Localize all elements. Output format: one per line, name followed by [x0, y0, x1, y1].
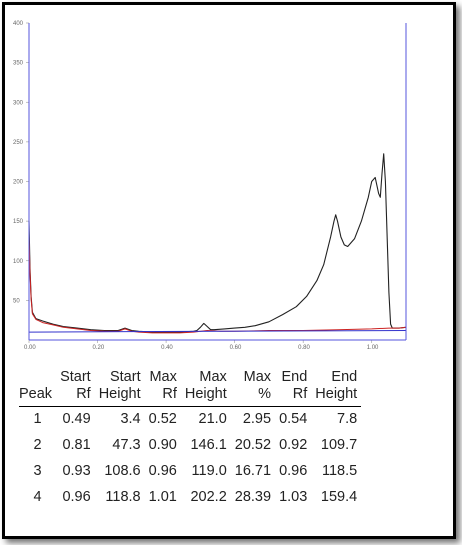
- densitogram-chart: 400 350 300 250 200 150 100 50 0.00 0.20 0.40 0.60…: [13, 21, 407, 350]
- y-tick-label: 350: [13, 61, 24, 67]
- col-header-end-rf: End Rf: [281, 369, 308, 402]
- cell-end-rf: 0.54: [279, 411, 308, 427]
- col-header-max-percent: Max%: [243, 369, 272, 402]
- cell-peak: 4: [33, 489, 42, 505]
- table-row: 4 0.96 118.8 1.01 202.2 28.39 1.03 159.4: [19, 485, 361, 511]
- x-tick-label: 0.40: [161, 345, 173, 350]
- x-tick-label: 0.80: [298, 345, 310, 350]
- col-header-max-rf: Max Rf: [149, 369, 177, 402]
- cell-end-height: 118.5: [322, 463, 358, 479]
- y-tick-label: 250: [13, 140, 24, 146]
- cell-peak: 2: [33, 437, 42, 453]
- cell-max-height: 119.0: [191, 463, 227, 479]
- report-frame: 400 350 300 250 200 150 100 50 0.00 0.20 0.40 0.60…: [2, 2, 456, 539]
- cell-max-rf: 1.01: [148, 489, 177, 505]
- x-tick-label: 0.60: [230, 345, 242, 350]
- col-header-end-height: End Height: [315, 369, 358, 402]
- cell-peak: 1: [33, 411, 42, 427]
- y-tick-label: 400: [13, 21, 24, 27]
- col-header-start-rf: Start Rf: [60, 369, 91, 402]
- cell-max-height: 146.1: [190, 437, 227, 453]
- cell-start-rf: 0.49: [62, 411, 91, 427]
- cell-end-height: 7.8: [337, 411, 358, 427]
- baseline-curve: [28, 236, 407, 334]
- cell-max-rf: 0.96: [148, 463, 177, 479]
- col-header-max-height: Max Height: [184, 369, 227, 402]
- cell-start-height: 47.3: [112, 437, 141, 453]
- reference-line: [28, 330, 407, 333]
- cell-end-height: 159.4: [320, 489, 358, 505]
- cell-max-height: 202.2: [190, 489, 227, 505]
- cell-max-percent: 28.39: [234, 489, 272, 505]
- x-tick-label: 0.20: [93, 345, 105, 350]
- col-header-peak: Peak: [19, 386, 53, 402]
- cell-start-rf: 0.81: [62, 437, 91, 453]
- y-tick-label: 200: [13, 180, 24, 186]
- y-tick-label: 100: [13, 259, 24, 265]
- cell-max-percent: 16.71: [234, 463, 272, 479]
- x-tick-label: 0.00: [24, 345, 36, 350]
- cell-start-height: 108.6: [104, 463, 141, 479]
- y-tick-label: 150: [13, 219, 24, 225]
- cell-start-rf: 0.96: [62, 489, 91, 505]
- table-row: 1 0.49 3.4 0.52 21.0 2.95 0.54 7.8: [19, 407, 361, 434]
- y-tick-label: 300: [13, 100, 24, 106]
- table-row: 3 0.93 108.6 0.96 119.0 16.71 0.96 118.5: [19, 459, 361, 485]
- cell-max-percent: 2.95: [242, 411, 272, 427]
- cell-max-height: 21.0: [198, 411, 227, 427]
- x-tick-label: 1.00: [367, 345, 379, 350]
- densitogram-trace: [28, 153, 407, 333]
- peak-table-header-row: Peak Start Rf Start Height Max Rf Max Height…: [19, 369, 362, 407]
- cell-max-rf: 0.52: [148, 411, 177, 427]
- table-row: 2 0.81 47.3 0.90 146.1 20.52 0.92 109.7: [19, 433, 361, 459]
- cell-end-height: 109.7: [320, 437, 358, 453]
- cell-start-height: 118.8: [105, 489, 141, 505]
- cell-max-percent: 20.52: [234, 437, 272, 453]
- cell-max-rf: 0.90: [148, 437, 177, 453]
- peak-table: Peak Start Rf Start Height Max Rf Max Height…: [19, 369, 362, 511]
- cell-start-height: 3.4: [120, 411, 141, 427]
- y-tick-label: 50: [13, 298, 20, 304]
- cell-end-rf: 0.96: [279, 463, 308, 479]
- cell-peak: 3: [33, 463, 42, 479]
- col-header-start-height: Start Height: [98, 369, 141, 402]
- cell-end-rf: 1.03: [279, 489, 308, 505]
- cell-end-rf: 0.92: [279, 437, 308, 453]
- cell-start-rf: 0.93: [62, 463, 91, 479]
